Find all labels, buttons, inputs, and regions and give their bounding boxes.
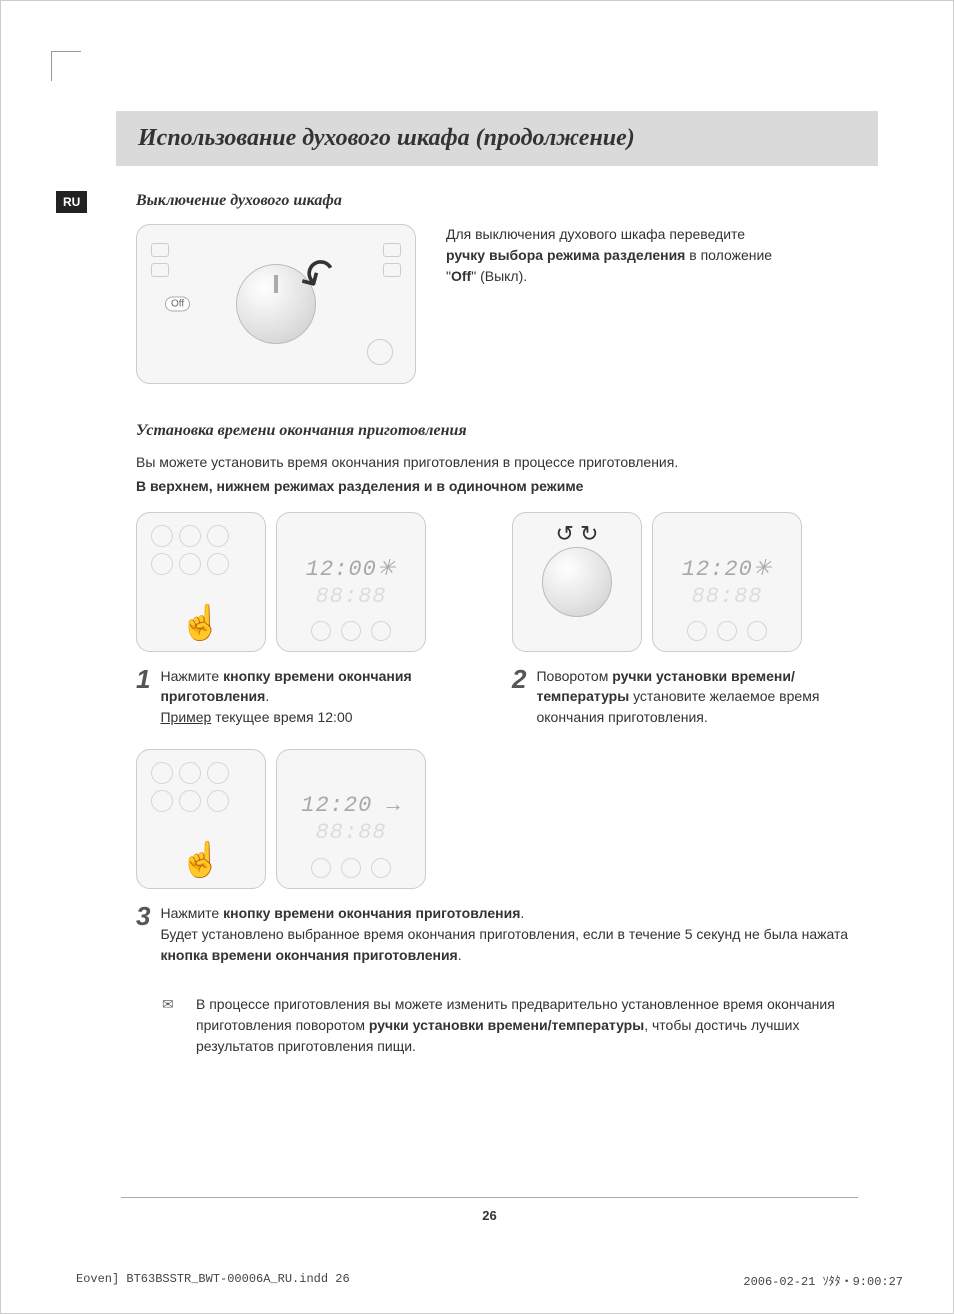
step3-button-panel: ☝ xyxy=(136,749,266,889)
step2-knob-panel: ↺ ↻ xyxy=(512,512,642,652)
note: ✉ В процессе приготовления вы можете изм… xyxy=(162,994,878,1057)
rotate-arrows-icon: ↺ ↻ xyxy=(556,521,599,547)
step3-number: 3 xyxy=(136,903,150,966)
step2: ↺ ↻ 12:20✳ 88:88 2 Поворотом ручки устан… xyxy=(512,512,852,727)
step1-display-panel: 12:00✳ 88:88 xyxy=(276,512,426,652)
section1-text: Для выключения духового шкафа переведите… xyxy=(446,224,776,384)
page-number: 26 xyxy=(482,1208,496,1223)
meta-filename: Eoven] BT63BSSTR_BWT-00006A_RU.indd 26 xyxy=(76,1272,350,1289)
section1-heading: Выключение духового шкафа xyxy=(136,192,878,210)
step3-time: 12:20 → xyxy=(301,793,400,818)
step3: ☝ 12:20 → 88:88 3 Нажмите кнопку времени… xyxy=(136,749,878,966)
title-bar: Использование духового шкафа (продолжени… xyxy=(116,111,878,166)
panel-icons-left xyxy=(151,243,169,277)
section2-intro: Вы можете установить время окончания при… xyxy=(136,454,878,470)
crop-mark xyxy=(51,51,81,81)
off-label: Off xyxy=(165,297,190,312)
note-body: В процессе приготовления вы можете измен… xyxy=(196,994,878,1057)
page-container: RU Использование духового шкафа (продолж… xyxy=(1,1,953,1097)
step3-display-panel: 12:20 → 88:88 xyxy=(276,749,426,889)
hand-press-icon: ☝ xyxy=(180,603,222,643)
language-badge: RU xyxy=(56,191,87,213)
section1: Off ↶ Для выключения духового шкафа пере… xyxy=(136,224,878,384)
panel-circle-icon xyxy=(367,339,393,365)
steps-row-1-2: ☝ 12:00✳ 88:88 1 Нажмите кнопку времени … xyxy=(136,512,878,727)
note-icon: ✉ xyxy=(162,994,182,1057)
content-area: Выключение духового шкафа Off ↶ Для выкл… xyxy=(136,192,878,1057)
step2-body: Поворотом ручки установки времени/темпер… xyxy=(536,666,852,727)
panel-icons-right xyxy=(383,243,401,277)
step1-button-panel: ☝ xyxy=(136,512,266,652)
hand-press-icon: ☝ xyxy=(180,840,222,880)
step1: ☝ 12:00✳ 88:88 1 Нажмите кнопку времени … xyxy=(136,512,476,727)
step2-number: 2 xyxy=(512,666,526,727)
section2: Установка времени окончания приготовлени… xyxy=(136,422,878,1057)
oven-off-panel: Off ↶ xyxy=(136,224,416,384)
section2-heading: Установка времени окончания приготовлени… xyxy=(136,422,878,440)
time-knob-icon xyxy=(542,547,612,617)
step2-time: 12:20✳ xyxy=(682,556,772,582)
step1-body: Нажмите кнопку времени окончания пригото… xyxy=(160,666,476,727)
page-title: Использование духового шкафа (продолжени… xyxy=(138,125,856,152)
step3-body: Нажмите кнопку времени окончания пригото… xyxy=(160,903,878,966)
step2-display-panel: 12:20✳ 88:88 xyxy=(652,512,802,652)
step1-time: 12:00✳ xyxy=(306,556,396,582)
section2-intro-bold: В верхнем, нижнем режимах разделения и в… xyxy=(136,478,878,494)
page-footer: 26 xyxy=(121,1197,858,1223)
doc-meta: Eoven] BT63BSSTR_BWT-00006A_RU.indd 26 2… xyxy=(76,1272,903,1289)
meta-timestamp: 2006-02-21 ｿﾀﾀ・9:00:27 xyxy=(743,1272,903,1289)
step1-number: 1 xyxy=(136,666,150,727)
